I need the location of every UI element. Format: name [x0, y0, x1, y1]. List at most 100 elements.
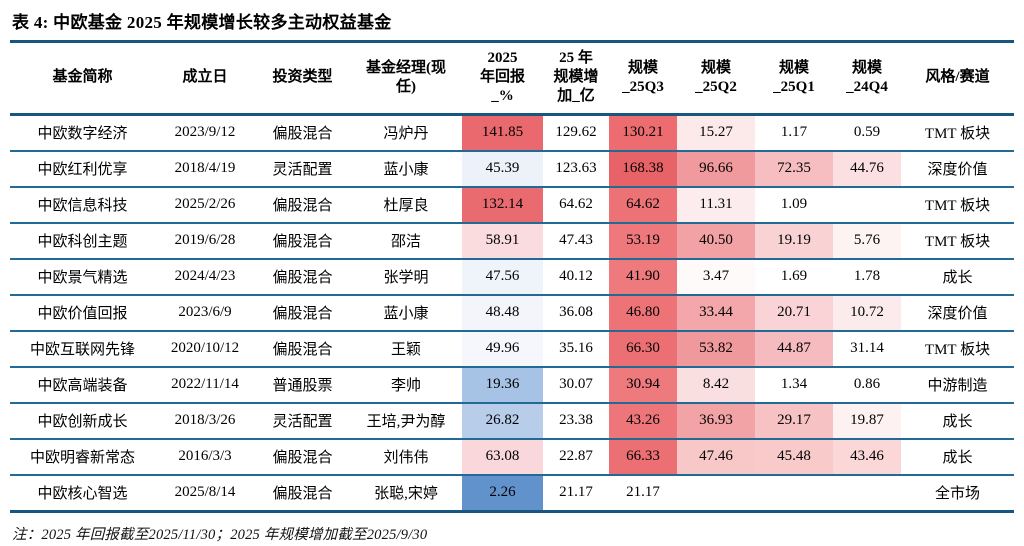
- cell-scale-25q2: 11.31: [677, 186, 755, 224]
- cell-inception-date: 2025/2/26: [155, 186, 255, 224]
- cell-fund-manager: 蓝小康: [350, 150, 462, 188]
- column-header-scale-increase-25: 25 年 规模增 加_亿: [543, 40, 609, 116]
- cell-return-2025: 58.91: [462, 222, 543, 260]
- cell-scale-25q3: 41.90: [609, 258, 677, 296]
- table-notes: 注：2025 年回报截至2025/11/30；2025 年规模增加截至2025/…: [10, 513, 1014, 546]
- table-row: 中欧红利优享 2018/4/19 灵活配置 蓝小康 45.39 123.63 168.38 9…: [10, 150, 1014, 188]
- cell-fund-manager: 王颖: [350, 330, 462, 368]
- column-header-return-2025: 2025 年回报 _%: [462, 40, 543, 116]
- cell-scale-24q4: 10.72: [833, 294, 901, 332]
- cell-style-track: 全市场: [901, 474, 1014, 513]
- table-row: 中欧高端装备 2022/11/14 普通股票 李帅 19.36 30.07 30.94 8.4…: [10, 366, 1014, 404]
- cell-inception-date: 2023/6/9: [155, 294, 255, 332]
- cell-fund-name: 中欧景气精选: [10, 258, 155, 296]
- cell-scale-25q1: 1.69: [755, 258, 833, 296]
- cell-return-2025: 2.26: [462, 474, 543, 513]
- cell-investment-type: 偏股混合: [255, 438, 350, 476]
- cell-return-2025: 48.48: [462, 294, 543, 332]
- cell-fund-manager: 刘伟伟: [350, 438, 462, 476]
- cell-scale-25q2: 40.50: [677, 222, 755, 260]
- cell-investment-type: 偏股混合: [255, 330, 350, 368]
- cell-scale-increase-25: 22.87: [543, 438, 609, 476]
- cell-inception-date: 2018/3/26: [155, 402, 255, 440]
- table-row: 中欧科创主题 2019/6/28 偏股混合 邵洁 58.91 47.43 53.19 40.5…: [10, 222, 1014, 260]
- cell-inception-date: 2023/9/12: [155, 114, 255, 152]
- cell-scale-25q3: 130.21: [609, 114, 677, 152]
- table-body: 中欧数字经济 2023/9/12 偏股混合 冯炉丹 141.85 129.62 130.21…: [10, 114, 1014, 513]
- column-header-scale-25q1: 规模 _25Q1: [755, 40, 833, 116]
- cell-scale-24q4: 43.46: [833, 438, 901, 476]
- cell-style-track: 成长: [901, 402, 1014, 440]
- cell-scale-increase-25: 123.63: [543, 150, 609, 188]
- cell-scale-increase-25: 129.62: [543, 114, 609, 152]
- cell-investment-type: 灵活配置: [255, 150, 350, 188]
- cell-scale-25q3: 53.19: [609, 222, 677, 260]
- cell-inception-date: 2025/8/14: [155, 474, 255, 513]
- cell-fund-name: 中欧高端装备: [10, 366, 155, 404]
- cell-fund-name: 中欧价值回报: [10, 294, 155, 332]
- cell-scale-25q1: 20.71: [755, 294, 833, 332]
- cell-scale-increase-25: 40.12: [543, 258, 609, 296]
- column-header-scale-25q3: 规模 _25Q3: [609, 40, 677, 116]
- cell-fund-name: 中欧明睿新常态: [10, 438, 155, 476]
- table-row: 中欧核心智选 2025/8/14 偏股混合 张聪,宋婷 2.26 21.17 21.17 全市…: [10, 474, 1014, 513]
- cell-fund-manager: 张学明: [350, 258, 462, 296]
- cell-scale-25q2: 47.46: [677, 438, 755, 476]
- cell-fund-name: 中欧红利优享: [10, 150, 155, 188]
- cell-scale-24q4: 44.76: [833, 150, 901, 188]
- table-header: 基金简称 成立日 投资类型 基金经理(现 任) 2025 年回报 _% 25 年 规模增 …: [10, 40, 1014, 116]
- column-header-investment-type: 投资类型: [255, 40, 350, 116]
- cell-scale-25q2: [677, 474, 755, 513]
- table-row: 中欧价值回报 2023/6/9 偏股混合 蓝小康 48.48 36.08 46.80 33.4…: [10, 294, 1014, 332]
- cell-investment-type: 偏股混合: [255, 186, 350, 224]
- cell-fund-manager: 张聪,宋婷: [350, 474, 462, 513]
- cell-fund-name: 中欧互联网先锋: [10, 330, 155, 368]
- cell-style-track: 深度价值: [901, 150, 1014, 188]
- cell-scale-25q1: 1.17: [755, 114, 833, 152]
- cell-return-2025: 132.14: [462, 186, 543, 224]
- cell-fund-name: 中欧核心智选: [10, 474, 155, 513]
- cell-fund-name: 中欧信息科技: [10, 186, 155, 224]
- cell-fund-manager: 李帅: [350, 366, 462, 404]
- cell-scale-25q1: 19.19: [755, 222, 833, 260]
- table-title: 表 4: 中欧基金 2025 年规模增长较多主动权益基金: [12, 13, 392, 32]
- cell-style-track: TMT 板块: [901, 222, 1014, 260]
- cell-fund-name: 中欧数字经济: [10, 114, 155, 152]
- cell-return-2025: 141.85: [462, 114, 543, 152]
- cell-scale-increase-25: 64.62: [543, 186, 609, 224]
- cell-fund-manager: 杜厚良: [350, 186, 462, 224]
- cell-scale-increase-25: 47.43: [543, 222, 609, 260]
- cell-scale-25q2: 3.47: [677, 258, 755, 296]
- cell-fund-manager: 冯炉丹: [350, 114, 462, 152]
- cell-scale-25q3: 30.94: [609, 366, 677, 404]
- cell-scale-25q2: 36.93: [677, 402, 755, 440]
- cell-scale-25q3: 64.62: [609, 186, 677, 224]
- cell-scale-24q4: 0.86: [833, 366, 901, 404]
- cell-scale-24q4: [833, 474, 901, 513]
- cell-inception-date: 2024/4/23: [155, 258, 255, 296]
- cell-scale-25q3: 66.33: [609, 438, 677, 476]
- cell-fund-manager: 王培,尹为醇: [350, 402, 462, 440]
- cell-fund-name: 中欧科创主题: [10, 222, 155, 260]
- cell-scale-25q3: 168.38: [609, 150, 677, 188]
- cell-style-track: 深度价值: [901, 294, 1014, 332]
- column-header-inception-date: 成立日: [155, 40, 255, 116]
- table-row: 中欧互联网先锋 2020/10/12 偏股混合 王颖 49.96 35.16 66.30 53…: [10, 330, 1014, 368]
- cell-style-track: 成长: [901, 438, 1014, 476]
- cell-style-track: TMT 板块: [901, 114, 1014, 152]
- cell-style-track: 中游制造: [901, 366, 1014, 404]
- cell-scale-25q1: 1.09: [755, 186, 833, 224]
- cell-investment-type: 偏股混合: [255, 294, 350, 332]
- cell-scale-increase-25: 36.08: [543, 294, 609, 332]
- cell-inception-date: 2020/10/12: [155, 330, 255, 368]
- cell-investment-type: 偏股混合: [255, 258, 350, 296]
- cell-scale-25q1: 72.35: [755, 150, 833, 188]
- cell-scale-25q2: 33.44: [677, 294, 755, 332]
- column-header-scale-24q4: 规模 _24Q4: [833, 40, 901, 116]
- cell-style-track: 成长: [901, 258, 1014, 296]
- table-row: 中欧信息科技 2025/2/26 偏股混合 杜厚良 132.14 64.62 64.62 11…: [10, 186, 1014, 224]
- cell-scale-increase-25: 23.38: [543, 402, 609, 440]
- cell-scale-24q4: 31.14: [833, 330, 901, 368]
- cell-scale-24q4: 5.76: [833, 222, 901, 260]
- cell-scale-increase-25: 35.16: [543, 330, 609, 368]
